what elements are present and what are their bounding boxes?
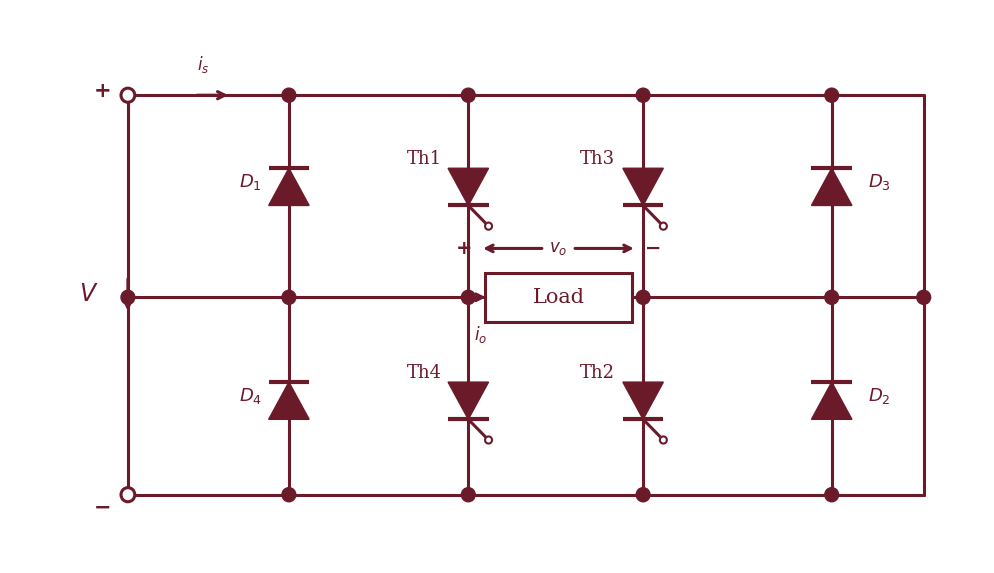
Circle shape (282, 488, 296, 502)
Circle shape (121, 88, 135, 102)
Text: +: + (455, 239, 472, 258)
Polygon shape (623, 382, 663, 419)
Text: Th4: Th4 (407, 363, 441, 382)
Text: +: + (93, 81, 111, 100)
Text: Th1: Th1 (407, 150, 441, 168)
Circle shape (282, 88, 296, 102)
FancyBboxPatch shape (485, 273, 632, 322)
Text: $D_4$: $D_4$ (239, 386, 261, 406)
Polygon shape (811, 168, 852, 206)
Text: $D_3$: $D_3$ (868, 172, 891, 192)
Polygon shape (811, 382, 852, 419)
Text: $i_o$: $i_o$ (474, 324, 487, 344)
Circle shape (485, 437, 492, 444)
Text: −: − (645, 239, 661, 258)
Circle shape (825, 291, 839, 304)
Circle shape (461, 88, 475, 102)
Circle shape (282, 291, 296, 304)
Circle shape (825, 488, 839, 502)
Text: $D_1$: $D_1$ (239, 172, 261, 192)
Polygon shape (268, 382, 309, 419)
Circle shape (825, 88, 839, 102)
Text: $v_o$: $v_o$ (550, 240, 568, 257)
Circle shape (636, 88, 650, 102)
Text: −: − (93, 498, 111, 518)
Text: Th3: Th3 (580, 150, 614, 168)
Polygon shape (268, 168, 309, 206)
Polygon shape (448, 168, 488, 206)
Circle shape (461, 488, 475, 502)
Circle shape (636, 291, 650, 304)
Polygon shape (448, 382, 488, 419)
Circle shape (121, 488, 135, 502)
Circle shape (121, 291, 135, 304)
Circle shape (916, 291, 930, 304)
Text: $D_2$: $D_2$ (868, 386, 891, 406)
Text: $i_s$: $i_s$ (197, 53, 210, 74)
Circle shape (461, 291, 475, 304)
Circle shape (660, 437, 667, 444)
Circle shape (485, 222, 492, 230)
Text: Load: Load (533, 288, 584, 307)
Polygon shape (623, 168, 663, 206)
Text: $V$: $V$ (80, 284, 99, 307)
Circle shape (660, 222, 667, 230)
Circle shape (636, 488, 650, 502)
Text: Th2: Th2 (580, 363, 614, 382)
